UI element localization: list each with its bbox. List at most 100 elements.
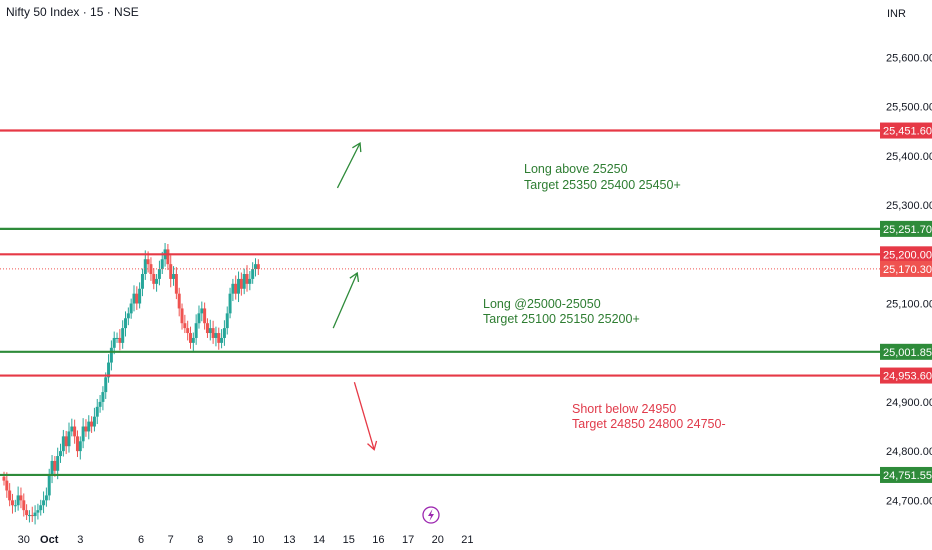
candle (239, 272, 243, 296)
candle (205, 318, 209, 338)
annotation-long-above-targets: Target 25350 25400 25450+ (524, 178, 681, 192)
svg-text:25,170.30: 25,170.30 (883, 264, 932, 276)
annotation-short-below-targets: Target 24850 24800 24750- (572, 417, 726, 431)
candle (183, 314, 187, 334)
candle (208, 319, 212, 341)
candle (39, 499, 43, 516)
y-tick-label: 25,100.00 (886, 299, 932, 311)
candle (44, 487, 48, 507)
x-tick-label: 3 (77, 534, 83, 546)
annotation-short-below: Short below 24950 (572, 402, 676, 416)
candle (237, 271, 241, 303)
y-tick-label: 25,600.00 (886, 53, 932, 65)
annotation-long-range: Long @25000-25050 (483, 297, 601, 311)
level-price-tag: 25,200.00 (880, 246, 932, 263)
candle (73, 419, 77, 444)
candle (126, 307, 130, 326)
candle (118, 329, 122, 351)
candle (214, 326, 218, 347)
x-tick-label: 30 (18, 534, 30, 546)
candle (61, 429, 65, 457)
candle (245, 265, 249, 292)
candle (92, 407, 96, 432)
candle (84, 419, 88, 437)
candle (104, 372, 108, 399)
x-tick-label: 10 (252, 534, 264, 546)
annotation-long-above: Long above 25250 (524, 162, 628, 176)
candle (13, 499, 17, 513)
candle (121, 320, 125, 349)
y-tick-label: 25,500.00 (886, 102, 932, 114)
trend-arrow-green[interactable] (336, 142, 362, 189)
candle (191, 332, 195, 352)
candle (160, 251, 164, 274)
level-price-tag: 25,451.60 (880, 122, 932, 139)
candle (197, 305, 201, 329)
candle (157, 260, 161, 286)
x-tick-label: 17 (402, 534, 414, 546)
candle (30, 506, 34, 522)
candle (8, 483, 12, 507)
candle (22, 493, 26, 517)
x-tick-label: 21 (461, 534, 473, 546)
candle (211, 320, 215, 344)
candle (27, 510, 31, 523)
candle (228, 287, 232, 319)
candle (115, 332, 119, 343)
candle (64, 430, 68, 455)
arrows-layer (332, 142, 378, 451)
candle (169, 255, 173, 288)
candle (16, 486, 20, 511)
candle (78, 436, 82, 460)
x-tick-label: 6 (138, 534, 144, 546)
y-tick-label: 25,400.00 (886, 151, 932, 163)
candles-layer (2, 243, 260, 525)
trend-arrow-green[interactable] (332, 271, 360, 329)
svg-text:25,451.60: 25,451.60 (883, 126, 932, 138)
levels-layer (0, 129, 880, 477)
x-tick-label: 15 (343, 534, 355, 546)
candle (112, 331, 116, 355)
candle (98, 395, 102, 413)
candle (19, 487, 23, 509)
level-price-tag: 24,953.60 (880, 367, 932, 384)
level-price-tag: 24,751.55 (880, 466, 932, 483)
candle (248, 271, 252, 291)
chart-title: Nifty 50 Index · 15 · NSE (6, 5, 139, 19)
candle (200, 301, 204, 322)
candle (194, 314, 198, 345)
candle (256, 259, 260, 275)
candle (253, 258, 257, 277)
y-tick-label: 24,800.00 (886, 446, 932, 458)
candle (242, 268, 246, 295)
candle (180, 303, 184, 330)
level-price-tag: 25,251.70 (880, 220, 932, 237)
x-tick-label: 13 (283, 534, 295, 546)
candle (124, 311, 128, 337)
trend-arrow-red[interactable] (353, 382, 378, 451)
candle (138, 282, 142, 309)
x-tick-label: 14 (313, 534, 325, 546)
candle (36, 503, 40, 520)
candle (107, 354, 111, 383)
candle (87, 415, 91, 440)
candle (155, 274, 159, 292)
candle (135, 286, 139, 310)
candle (109, 340, 113, 371)
candle (222, 320, 226, 346)
lightning-event-icon[interactable] (422, 506, 440, 524)
candle (50, 455, 54, 484)
level-price-tag: 25,001.85 (880, 343, 932, 360)
candle (10, 493, 14, 514)
candle (152, 268, 156, 290)
x-tick-label: 16 (372, 534, 384, 546)
candle (189, 326, 193, 349)
x-tick-label: 20 (432, 534, 444, 546)
svg-text:25,251.70: 25,251.70 (883, 224, 932, 236)
axes-layer: 25,600.00 25,500.00 25,400.00 25,300.00 25,1… (18, 53, 932, 546)
svg-text:25,200.00: 25,200.00 (883, 249, 932, 261)
candle (2, 471, 6, 486)
x-tick-label: 9 (227, 534, 233, 546)
candle (90, 416, 94, 433)
